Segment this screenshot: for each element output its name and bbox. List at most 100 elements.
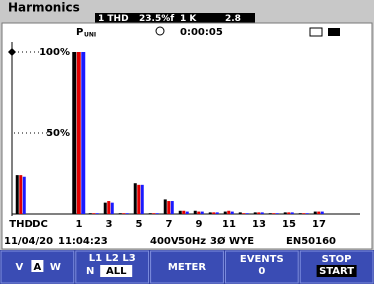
title: Harmonics [8, 1, 80, 15]
bar [88, 213, 92, 214]
x-tick-label: 3 [106, 219, 113, 230]
bar [152, 213, 156, 214]
highlight [100, 265, 133, 277]
y-tick-label: 50% [46, 128, 70, 139]
main-panel [1, 22, 373, 250]
bar [125, 213, 129, 214]
softkey-label: ALL [106, 266, 127, 277]
bar [287, 212, 291, 214]
config: 3Ø WYE [210, 235, 254, 247]
bar [215, 212, 219, 214]
bar [19, 175, 23, 214]
x-tick-label: 13 [252, 219, 266, 230]
softkey-label: METER [168, 262, 206, 273]
standard: EN50160 [286, 236, 336, 247]
softkey-label: A [34, 262, 42, 273]
softkey-label: START [319, 266, 354, 277]
bar [212, 212, 216, 214]
bar [92, 213, 96, 214]
voltage: 400V [150, 236, 179, 247]
bar [76, 52, 81, 214]
bar [298, 213, 302, 214]
bar [253, 212, 257, 214]
elapsed: 0:00:05 [180, 27, 223, 38]
readout-value: 23.5%f [139, 14, 174, 24]
softkey-label: EVENTS [240, 254, 284, 265]
readout-label: 1 K [180, 14, 197, 24]
x-tick-label: 15 [282, 219, 296, 230]
x-tick-label: 5 [136, 219, 143, 230]
bar [227, 210, 231, 214]
bar [122, 213, 126, 214]
bar [305, 213, 309, 214]
bar [193, 210, 197, 214]
bar [107, 201, 111, 214]
bar [290, 212, 294, 214]
bar [140, 184, 144, 214]
bar [238, 212, 242, 214]
cursor-marker [8, 48, 16, 56]
bar [272, 213, 276, 214]
readout-label: 1 THD [98, 14, 129, 24]
softkey-label: 0 [258, 266, 265, 277]
highlight [31, 260, 44, 272]
bar [155, 213, 159, 214]
bar [182, 210, 186, 214]
bar [197, 211, 201, 214]
bar [118, 213, 122, 214]
bar [230, 211, 234, 214]
x-tick-label: 11 [222, 219, 236, 230]
bar [185, 211, 189, 214]
bar [133, 183, 137, 214]
bar [178, 210, 182, 214]
bar [95, 213, 99, 214]
bar [275, 213, 279, 214]
bar [137, 184, 141, 214]
bar [223, 211, 227, 214]
softkey-label: L1 L2 L3 [89, 253, 136, 264]
status-icons [309, 27, 340, 37]
bar [257, 212, 261, 214]
bar [103, 202, 107, 214]
highlight [316, 265, 357, 277]
bar [148, 213, 152, 214]
bar [268, 213, 272, 214]
bar [320, 211, 324, 214]
bar [245, 213, 249, 214]
x-tick-label: THD [9, 219, 33, 230]
softkey[interactable] [150, 250, 224, 284]
plot: 50%100%THD DC 1 3 5 7 9 11 13 15 17 [9, 47, 326, 230]
x-tick-label: DC [32, 219, 48, 230]
readout-value: 2.8 [225, 14, 241, 24]
softkey[interactable] [224, 250, 299, 284]
y-tick-label: 100% [39, 47, 70, 58]
date: 11/04/20 [4, 236, 53, 247]
bar [200, 211, 204, 214]
bar [22, 176, 26, 214]
bar [302, 213, 306, 214]
parameter: P [76, 27, 83, 38]
bar [260, 212, 264, 214]
bar [167, 201, 171, 214]
clock-icon [155, 26, 165, 36]
softkey-label: N [86, 266, 94, 277]
x-tick-label: 1 [76, 219, 83, 230]
bar [313, 211, 317, 214]
bar [242, 213, 246, 214]
bar [72, 52, 77, 214]
bar [208, 212, 212, 214]
x-tick-label: 17 [312, 219, 326, 230]
bar [317, 211, 321, 214]
readout-box [95, 13, 255, 23]
softkey-label: W [50, 262, 61, 273]
bar [110, 202, 114, 214]
bar [283, 212, 287, 214]
softkey-label: STOP [322, 254, 352, 265]
bar [170, 201, 174, 214]
frequency: 50Hz [178, 236, 206, 247]
time: 11:04:23 [58, 236, 108, 247]
bar [163, 199, 167, 214]
